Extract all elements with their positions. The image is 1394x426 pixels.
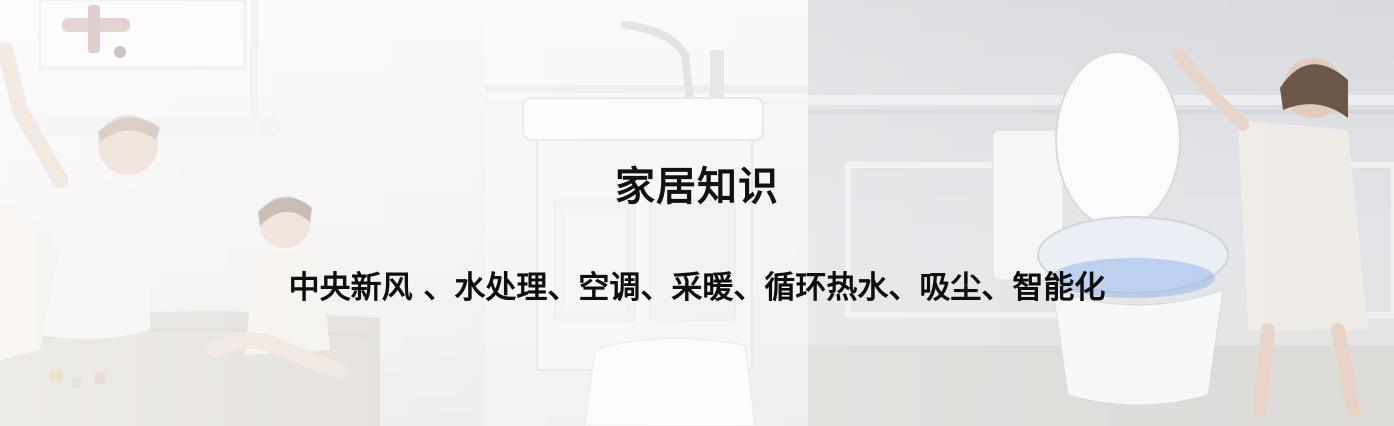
banner-subtitle: 中央新风 、水处理、空调、采暖、循环热水、吸尘、智能化 bbox=[288, 270, 1106, 306]
smart-toilet-photo bbox=[808, 0, 1394, 426]
family-living-room-photo bbox=[0, 0, 485, 426]
banner-title: 家居知识 bbox=[615, 164, 779, 210]
bathroom-sink-photo bbox=[470, 0, 808, 426]
